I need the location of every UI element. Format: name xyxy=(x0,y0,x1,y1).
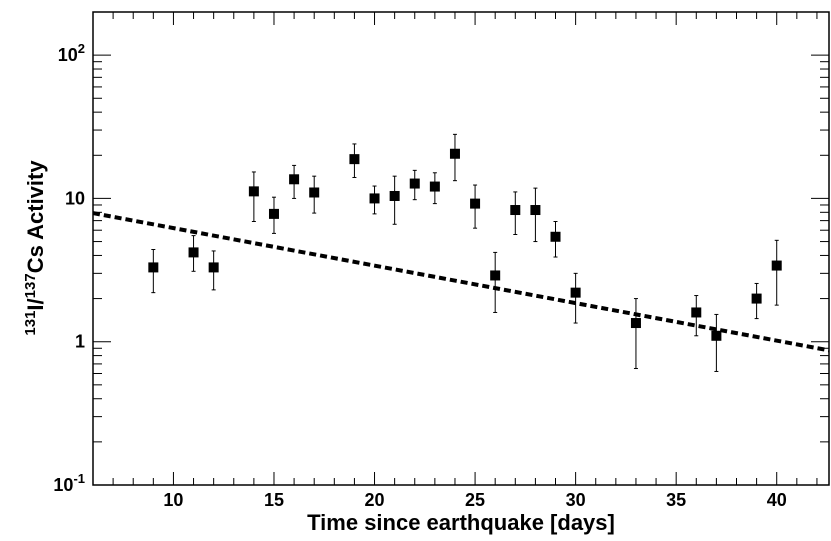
x-tick-label: 10 xyxy=(163,490,183,510)
data-point xyxy=(570,287,581,298)
y-tick-label: 1 xyxy=(75,332,85,352)
data-point xyxy=(369,193,380,204)
y-axis-title: 131I/137Cs Activity xyxy=(22,160,48,336)
data-point xyxy=(148,262,159,273)
x-axis-title: Time since earthquake [days] xyxy=(307,510,615,535)
data-point xyxy=(349,154,360,165)
data-point xyxy=(470,198,481,209)
data-point xyxy=(510,205,521,216)
data-point xyxy=(268,208,279,219)
data-point xyxy=(490,270,501,281)
y-axis-title-iso1-mass: 131 xyxy=(22,311,39,336)
plot-frame xyxy=(92,11,830,486)
y-tick-label: 102 xyxy=(58,41,85,65)
data-point xyxy=(429,181,440,192)
data-point xyxy=(389,190,400,201)
tick-labels: 10 15 20 25 30 35 40 10-1 1 10 102 xyxy=(53,41,786,510)
y-axis-title-separator: / xyxy=(23,298,48,304)
data-point xyxy=(711,330,722,341)
data-point xyxy=(691,307,702,318)
data-point xyxy=(208,262,219,273)
data-point xyxy=(449,148,460,159)
trend-line xyxy=(92,211,830,353)
y-tick-label: 10-1 xyxy=(53,471,85,495)
data-point xyxy=(409,178,420,189)
y-axis-title-suffix: Activity xyxy=(23,160,48,246)
data-point xyxy=(289,174,300,185)
x-tick-label: 35 xyxy=(666,490,686,510)
data-point xyxy=(630,318,641,329)
data-point xyxy=(550,231,561,242)
axis-ticks xyxy=(92,11,829,486)
data-point xyxy=(188,247,199,258)
data-point xyxy=(771,260,782,271)
data-point xyxy=(248,186,259,197)
x-tick-label: 15 xyxy=(264,490,284,510)
y-axis-title-iso2-mass: 137 xyxy=(22,273,39,298)
x-tick-label: 30 xyxy=(566,490,586,510)
data-point xyxy=(751,293,762,304)
x-tick-label: 25 xyxy=(465,490,485,510)
data-point xyxy=(530,205,541,216)
x-tick-label: 20 xyxy=(365,490,385,510)
data-point xyxy=(309,187,320,198)
y-axis-title-iso2-symbol: Cs xyxy=(23,245,48,273)
y-axis-title-iso1-symbol: I xyxy=(23,304,48,310)
series-layer xyxy=(92,133,830,372)
x-tick-label: 40 xyxy=(767,490,787,510)
y-tick-label: 10 xyxy=(65,188,85,208)
